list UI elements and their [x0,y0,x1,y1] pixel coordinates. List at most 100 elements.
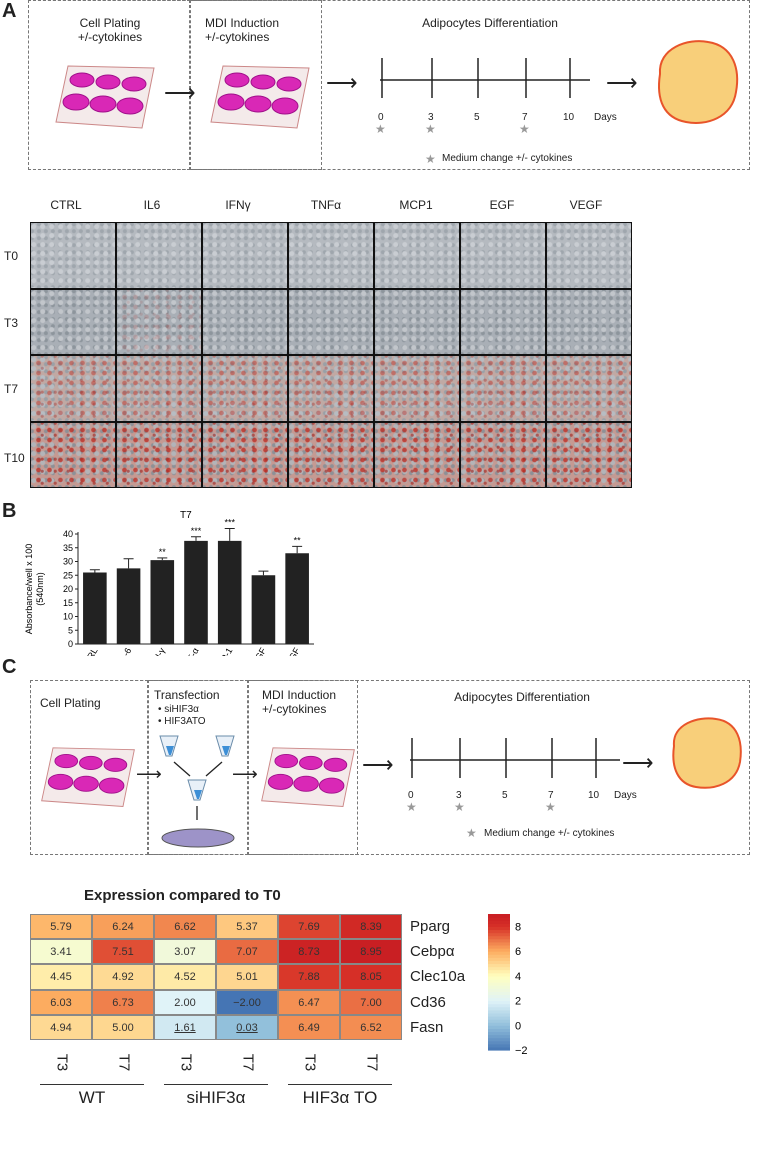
heatmap-cell-clec10a-4: 7.88 [278,964,340,990]
colorbar-segment [488,917,510,921]
bar-chart-ytick-label-30: 30 [63,557,73,567]
heatmap-title: Expression compared to T0 [84,887,281,904]
micrograph-t7-vegf [546,355,632,422]
micrograph-t0-ctrl [30,222,116,289]
colorbar-segment [488,1028,510,1033]
panel-c-tick-7: 7 [548,790,554,801]
heatmap-cell-pparg-4: 7.69 [278,914,340,940]
heatmap-col-label-5: T7 [363,1053,381,1072]
colorbar-tick-2: 2 [515,996,521,1008]
micrograph-t10-vegf [546,421,632,488]
colorbar-tick--2: −2 [515,1045,528,1057]
panel-b-letter: B [2,500,17,522]
colorbar-segment [488,1043,510,1048]
panel-a-step2-label: MDI Induction +/-cytokines [205,16,280,44]
panel-c-step3-box [248,680,358,855]
colorbar-segment [488,966,510,971]
heatmap-cell-cd36-5: 7.00 [340,989,402,1015]
panel-c-step1-label: Cell Plating [40,696,101,710]
panel-c-step2-item-1: • siHIF3α [158,704,199,715]
heatmap-cell-fasn-2: 1.61 [154,1014,216,1040]
colorbar-segment [488,914,510,918]
heatmap-group-label-0: WT [78,1088,106,1107]
heatmap-value: 6.49 [298,1021,320,1034]
colorbar-tick-0: 0 [515,1020,521,1032]
panel-c-tick-3: 3 [456,790,462,801]
heatmap-gene-fasn: Fasn [410,1018,444,1036]
significance-tnf-α: *** [191,526,202,536]
bar-label-ctrl: CTRL [79,646,99,656]
heatmap-value: 4.94 [50,1021,72,1034]
heatmap-value: 7.51 [112,946,134,959]
heatmap-cell-cebpα-5: 8.95 [340,939,402,965]
heatmap-value: 5.00 [112,1021,134,1034]
heatmap-value: 1.61 [174,1021,196,1034]
panel-c-letter: C [2,656,17,678]
colorbar-segment [488,1006,510,1011]
micrograph-t7-ifnγ [202,355,288,422]
significance-vegf: ** [294,535,302,545]
panel-a-arrow-1: ⟶ [164,80,196,105]
heatmap-cell-cebpα-2: 3.07 [154,939,216,965]
heatmap-value: 3.07 [174,946,196,959]
panel-a-arrow-3: ⟶ [606,70,638,95]
bar-chart-title: T7 [180,510,192,521]
heatmap-gene-cd36: Cd36 [410,993,446,1011]
bar-ifn-γ [150,560,175,644]
panel-a-star-0: ★ [375,122,386,136]
panel-c-step1-box [30,680,148,855]
micro-col-tnfa: TNFα [310,198,342,212]
bar-vegf [285,553,309,644]
panel-c-plate-1 [41,747,135,807]
heatmap-gene-pparg: Pparg [410,918,451,935]
heatmap-cell-cd36-4: 6.47 [278,989,340,1015]
heatmap-cell-cebpα-0: 3.41 [30,939,92,965]
bar-mcp-1 [217,540,242,644]
micrograph-t3-ctrl [30,288,116,355]
heatmap-group-label-1: siHIF3α [186,1088,246,1107]
panel-c-step2-title: Transfection [154,688,220,702]
panel-a-tick-7: 7 [522,112,528,123]
colorbar-segment [488,1022,510,1026]
micrograph-t10-il6 [116,421,202,488]
micrograph-grid [30,222,632,488]
bar-il-6 [116,568,141,644]
heatmap-cell-pparg-3: 5.37 [216,914,278,940]
colorbar-segment [488,1037,510,1042]
colorbar-segment [488,944,510,949]
colorbar-segment [488,969,510,974]
bar-chart-ytick-label-10: 10 [63,612,73,622]
panel-a-tick-3: 3 [428,112,434,123]
heatmap-value: 8.95 [360,946,382,959]
colorbar-segment [488,1012,510,1017]
bar-label-mcp-1: MCP-1 [212,646,235,656]
bar-chart-ytick-label-35: 35 [63,543,73,553]
colorbar-segment [488,935,510,940]
colorbar-segment [488,957,510,961]
panel-c-arrow-2: ⟶ [232,764,258,784]
colorbar-segment [488,1016,510,1020]
colorbar-segment [488,963,510,968]
heatmap-col-label-0: T3 [53,1053,71,1072]
heatmap-gene-cebpα: Cebpα [410,943,455,961]
colorbar-segment [488,994,510,999]
panel-a-days-label: Days [594,112,617,123]
colorbar-segment [488,923,510,927]
micro-row-t3: T3 [4,316,19,330]
panel-c-transfection-icon [159,735,235,848]
heatmap-cell-clec10a-3: 5.01 [216,964,278,990]
colorbar-segment [488,972,510,977]
colorbar-segment [488,1003,510,1008]
panel-a-plate-2 [210,65,310,129]
colorbar-segment [488,932,510,937]
colorbar-segment [488,960,510,965]
panel-c-legend-star: ★ [466,826,477,840]
heatmap-gene-clec10a: Clec10a [410,968,466,986]
micrograph-t10-tnfα [288,421,374,488]
colorbar-segment [488,920,510,924]
heatmap-cell-clec10a-5: 8.05 [340,964,402,990]
panel-c-tick-10: 10 [588,790,600,801]
heatmap-colorbar: 8 6 4 2 0 −2 [488,914,528,1057]
heatmap-cell-cebpα-4: 8.73 [278,939,340,965]
heatmap-cell-cd36-3: −2.00 [216,989,278,1015]
